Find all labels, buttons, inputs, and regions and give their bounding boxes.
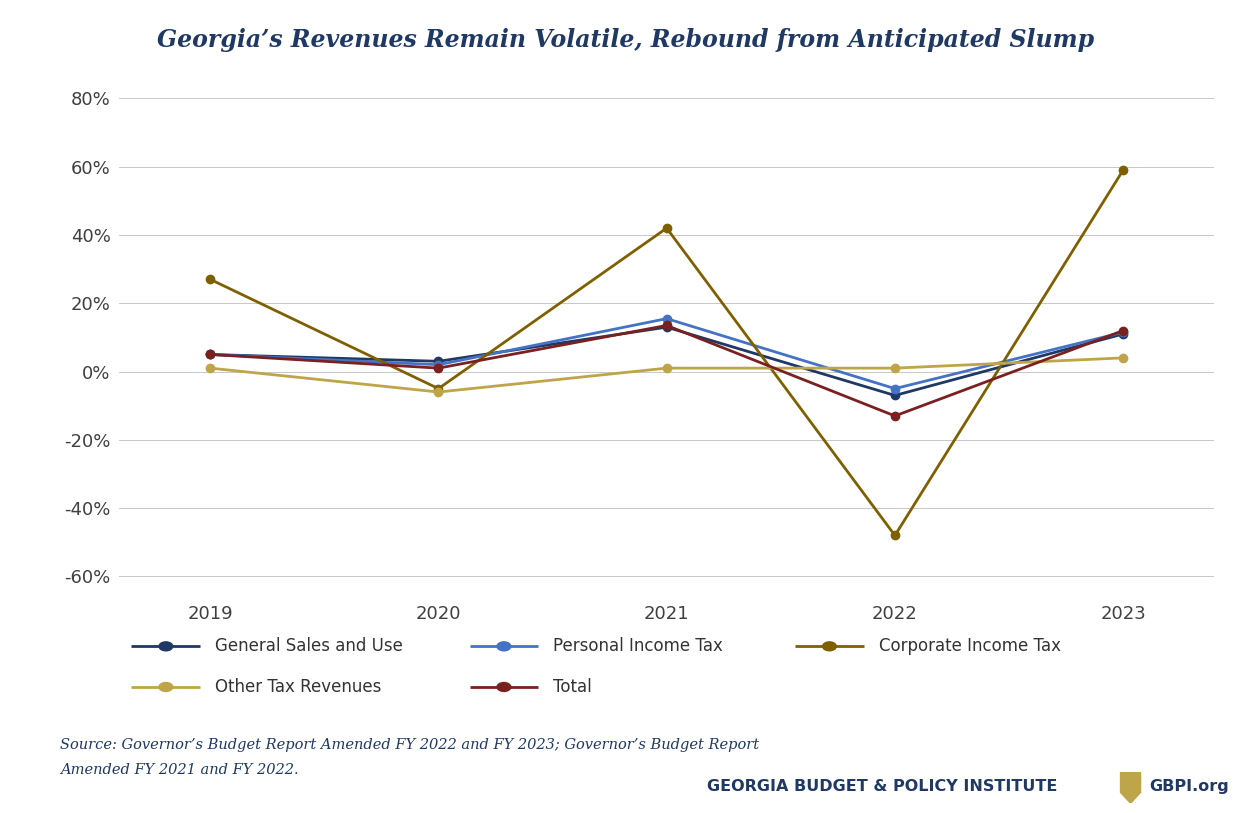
Text: Georgia’s Revenues Remain Volatile, Rebound from Anticipated Slump: Georgia’s Revenues Remain Volatile, Rebo… (158, 28, 1094, 53)
Text: Personal Income Tax: Personal Income Tax (553, 637, 724, 655)
Text: Other Tax Revenues: Other Tax Revenues (215, 678, 382, 696)
Text: General Sales and Use: General Sales and Use (215, 637, 403, 655)
Text: Amended FY 2021 and FY 2022.: Amended FY 2021 and FY 2022. (60, 763, 299, 776)
Text: GBPI.org: GBPI.org (1149, 780, 1229, 794)
Polygon shape (1121, 772, 1141, 803)
Text: Corporate Income Tax: Corporate Income Tax (879, 637, 1060, 655)
Text: Source: Governor’s Budget Report Amended FY 2022 and FY 2023; Governor’s Budget : Source: Governor’s Budget Report Amended… (60, 738, 759, 752)
Text: GEORGIA BUDGET & POLICY INSTITUTE: GEORGIA BUDGET & POLICY INSTITUTE (707, 780, 1058, 794)
Text: Total: Total (553, 678, 592, 696)
